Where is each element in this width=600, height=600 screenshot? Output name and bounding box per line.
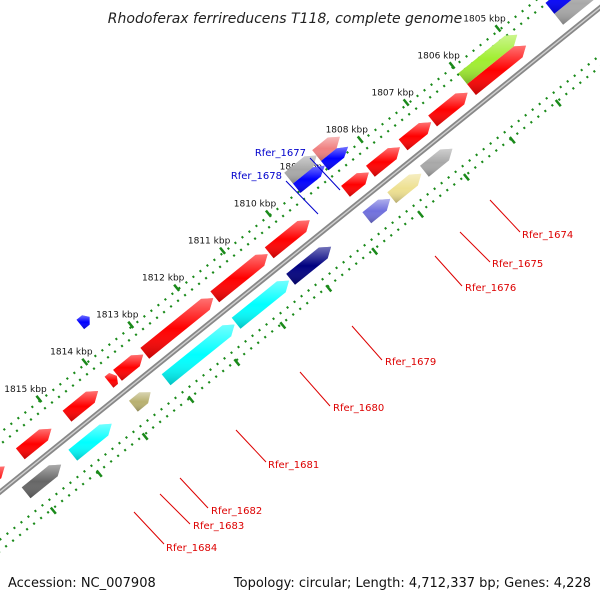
gene-label-rfer_1680: Rfer_1680 <box>333 403 384 414</box>
kbp-tick <box>127 320 135 329</box>
kbp-tick <box>173 283 181 292</box>
gene-label-rfer_1675: Rfer_1675 <box>492 259 543 270</box>
gene-arrow-shade <box>428 92 468 127</box>
gene-arrow-shade <box>398 122 432 151</box>
leader-line <box>159 493 191 525</box>
gene-labels: Rfer_1674 Rfer_1675 Rfer_1676 Rfer_1677 Rfer… <box>166 148 573 554</box>
gene-leader-lines <box>133 157 521 545</box>
gene-arrow-shade <box>15 428 52 460</box>
gene-label-rfer_1684: Rfer_1684 <box>166 543 217 554</box>
genome-summary-text: Topology: circular; Length: 4,712,337 bp… <box>233 576 591 591</box>
inner-tick <box>49 506 57 515</box>
leader-line <box>133 511 165 545</box>
gene-arrow-shade <box>264 220 310 259</box>
kbp-tick-label: 1807 kbp <box>371 88 414 98</box>
gene-arrow-shade <box>293 165 325 193</box>
inner-tick <box>508 136 516 145</box>
inner-tick <box>417 210 425 219</box>
gene-arrow-shade <box>458 34 518 85</box>
gene-arrow-shade <box>545 0 572 14</box>
leader-line <box>351 325 383 361</box>
kbp-tick-label: 1805 kbp <box>463 14 506 24</box>
leader-line <box>434 255 463 287</box>
kbp-tick-label: 1814 kbp <box>50 348 93 358</box>
inner-tick <box>95 469 103 478</box>
dot-line <box>0 65 600 553</box>
inner-tick <box>462 173 470 182</box>
gene-label-rfer_1679: Rfer_1679 <box>385 357 436 368</box>
kbp-tick-label: 1813 kbp <box>96 311 139 321</box>
gene-arrow-shade <box>129 392 151 412</box>
gene-arrow-shade <box>387 173 422 204</box>
gene-arrow-shade <box>140 298 214 359</box>
gene-arrow-shade <box>161 324 235 386</box>
kbp-tick-label: 1806 kbp <box>417 51 460 61</box>
map-title: Rhodoferax ferrireducens T118, complete … <box>108 11 462 27</box>
gene-arrow-shade <box>420 148 453 177</box>
leader-line <box>299 371 331 407</box>
gene-label-rfer_1681: Rfer_1681 <box>268 460 319 471</box>
backbone-highlight <box>0 6 600 493</box>
inner-tick <box>554 99 562 107</box>
kbp-tick-label: 1810 kbp <box>234 200 277 210</box>
kbp-tick-label: 1812 kbp <box>142 274 185 284</box>
leader-line <box>309 157 341 191</box>
gene-label-rfer_1674: Rfer_1674 <box>522 230 573 241</box>
gene-arrow-shade <box>68 423 112 461</box>
leader-line <box>235 429 267 463</box>
gene-arrow-shade <box>467 45 526 95</box>
accession-text: Accession: NC_007908 <box>8 576 156 591</box>
gene-arrow-shade <box>362 198 391 224</box>
leader-line <box>179 477 209 509</box>
gene-arrow-shade <box>104 373 118 388</box>
gene-arrow-shade <box>312 136 340 161</box>
inner-tick <box>233 358 241 367</box>
kbp-tick <box>81 357 89 366</box>
kbp-tick-label: 1811 kbp <box>188 237 231 247</box>
gene-features <box>0 0 594 499</box>
gene-arrow-shade <box>21 464 62 499</box>
gene-arrow-shade <box>0 466 5 480</box>
gene-arrow-shade <box>76 315 90 330</box>
gene-arrow-shade <box>341 172 369 197</box>
gene-arrow-shade <box>366 147 400 177</box>
inner-tick <box>187 395 195 404</box>
gene-arrow-shade <box>231 280 289 329</box>
gene-arrow-shade <box>210 254 268 303</box>
kbp-tick <box>219 246 227 255</box>
gene-label-rfer_1677: Rfer_1677 <box>255 148 306 159</box>
dot-line <box>0 53 600 541</box>
leader-line <box>489 199 521 233</box>
kbp-tick-label: 1815 kbp <box>4 385 47 395</box>
gene-label-rfer_1682: Rfer_1682 <box>211 506 262 517</box>
gene-arrow-shade <box>284 155 317 184</box>
gene-arrow-shade <box>113 354 144 381</box>
inner-tick <box>325 284 333 293</box>
kbp-tick <box>264 209 272 218</box>
kbp-tick-label: 1808 kbp <box>326 125 369 135</box>
genome-backbone <box>0 4 600 496</box>
inner-tick <box>371 247 379 256</box>
inner-tick <box>141 432 149 441</box>
kbp-tick <box>356 135 364 144</box>
kbp-tick <box>35 395 43 403</box>
kbp-tick <box>494 24 502 33</box>
gene-label-rfer_1678: Rfer_1678 <box>231 171 282 182</box>
gene-arrow-shade <box>554 0 594 25</box>
leader-line <box>459 231 491 263</box>
leader-line <box>285 180 319 215</box>
gene-label-rfer_1676: Rfer_1676 <box>465 283 516 294</box>
kbp-tick <box>448 61 456 70</box>
inner-tick <box>279 321 287 330</box>
gene-label-rfer_1683: Rfer_1683 <box>193 521 244 532</box>
gene-arrow-shade <box>321 146 349 171</box>
gene-arrow-shade <box>62 391 99 422</box>
kbp-tick <box>402 98 410 107</box>
gene-arrow-shade <box>286 246 332 285</box>
